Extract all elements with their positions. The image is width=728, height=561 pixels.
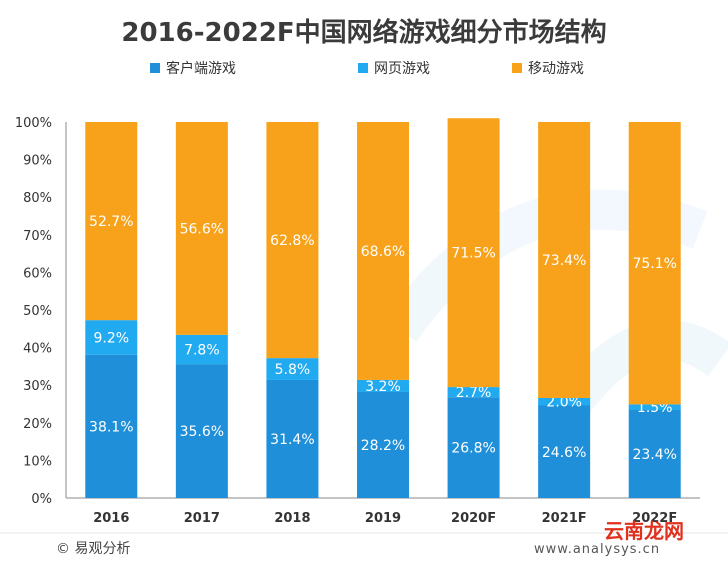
bar-segment-2019-1	[357, 391, 409, 498]
legend: 客户端游戏 网页游戏 移动游戏	[150, 60, 584, 77]
data-label-2019-2: 3.2%	[365, 379, 401, 395]
data-label-2021F-3: 73.4%	[542, 253, 586, 269]
legend-swatch-2	[358, 63, 368, 73]
data-label-2019-1: 28.2%	[361, 438, 405, 454]
data-label-2016-1: 38.1%	[89, 419, 133, 435]
bar-segment-2021F-3	[538, 122, 591, 398]
bar-segment-2017-3	[175, 122, 228, 335]
y-tick-label: 100%	[15, 116, 52, 131]
legend-swatch-3	[512, 63, 522, 73]
watermark-text: 云南龙网	[604, 519, 684, 543]
legend-label-3: 移动游戏	[528, 61, 584, 77]
y-tick-label: 20%	[23, 417, 52, 432]
source-note: © 易观分析	[56, 541, 130, 557]
data-label-2017-2: 7.8%	[184, 342, 220, 358]
bar-segment-2018-1	[266, 379, 319, 498]
data-label-2016-3: 52.7%	[89, 214, 133, 230]
bar-segment-2016-1	[85, 354, 138, 498]
x-axis: 2016 2017 2018 2019 2020F 2021F 2022F	[93, 511, 677, 526]
y-tick-label: 60%	[23, 266, 52, 281]
bar-segment-2018-2	[266, 358, 319, 380]
bar-segment-2017-1	[175, 364, 228, 498]
bar-segment-2020F-1	[447, 397, 500, 498]
bar-segment-2017-2	[175, 334, 228, 365]
y-tick-label: 10%	[23, 454, 52, 469]
data-label-2021F-2: 2.0%	[546, 395, 582, 411]
bar-segment-2022F-2	[628, 404, 681, 411]
bar-segment-2019-3	[357, 122, 409, 380]
data-label-2016-2: 9.2%	[93, 330, 129, 346]
x-tick-label: 2022F	[632, 511, 677, 526]
data-label-2017-3: 56.6%	[180, 221, 224, 237]
bars: 38.1% 9.2% 52.7% 35.6% 7.8% 56.6% 31.4% 5.8% 62.…	[85, 118, 681, 498]
data-label-2018-2: 5.8%	[275, 362, 311, 378]
x-tick-label: 2019	[365, 511, 401, 526]
x-tick-label: 2020F	[451, 511, 496, 526]
data-label-2018-1: 31.4%	[270, 432, 314, 448]
legend-label-1: 客户端游戏	[166, 60, 236, 77]
y-tick-label: 90%	[23, 154, 52, 169]
chart-title: 2016-2022F中国网络游戏细分市场结构	[121, 17, 606, 48]
bar-segment-2016-2	[85, 320, 138, 355]
data-label-2018-3: 62.8%	[270, 233, 314, 249]
data-label-2017-1: 35.6%	[180, 424, 224, 440]
data-label-2020F-2: 2.7%	[456, 385, 492, 401]
data-label-2022F-1: 23.4%	[632, 447, 676, 463]
x-tick-label: 2016	[93, 511, 129, 526]
bar-segment-2021F-2	[538, 397, 591, 406]
bar-segment-2022F-3	[628, 122, 681, 405]
data-label-2021F-1: 24.6%	[542, 445, 586, 461]
y-axis: 0% 10% 20% 30% 40% 50% 60% 70% 80% 90% 100%	[15, 116, 52, 507]
bar-segment-2019-2	[357, 379, 409, 392]
y-tick-label: 50%	[23, 304, 52, 319]
bar-segment-2018-3	[266, 122, 319, 359]
y-tick-label: 40%	[23, 342, 52, 357]
bar-segment-2021F-1	[538, 405, 591, 498]
data-label-2019-3: 68.6%	[361, 244, 405, 260]
y-tick-label: 70%	[23, 229, 52, 244]
bar-segment-2022F-1	[628, 410, 681, 498]
watermark-logo: 云南龙网	[604, 519, 684, 543]
y-tick-label: 30%	[23, 379, 52, 394]
bar-segment-2016-3	[85, 122, 138, 321]
legend-swatch-1	[150, 63, 160, 73]
x-tick-label: 2017	[184, 511, 220, 526]
website-url: www.analysys.cn	[534, 542, 660, 557]
bar-segment-2020F-2	[447, 387, 500, 398]
bar-segment-2020F-3	[447, 118, 500, 388]
data-label-2020F-3: 71.5%	[451, 246, 495, 262]
x-tick-label: 2018	[274, 511, 310, 526]
data-label-2022F-3: 75.1%	[632, 256, 676, 272]
y-tick-label: 80%	[23, 191, 52, 206]
legend-label-2: 网页游戏	[374, 61, 430, 77]
data-label-2020F-1: 26.8%	[451, 441, 495, 457]
y-tick-label: 0%	[31, 492, 52, 507]
x-tick-label: 2021F	[542, 511, 587, 526]
